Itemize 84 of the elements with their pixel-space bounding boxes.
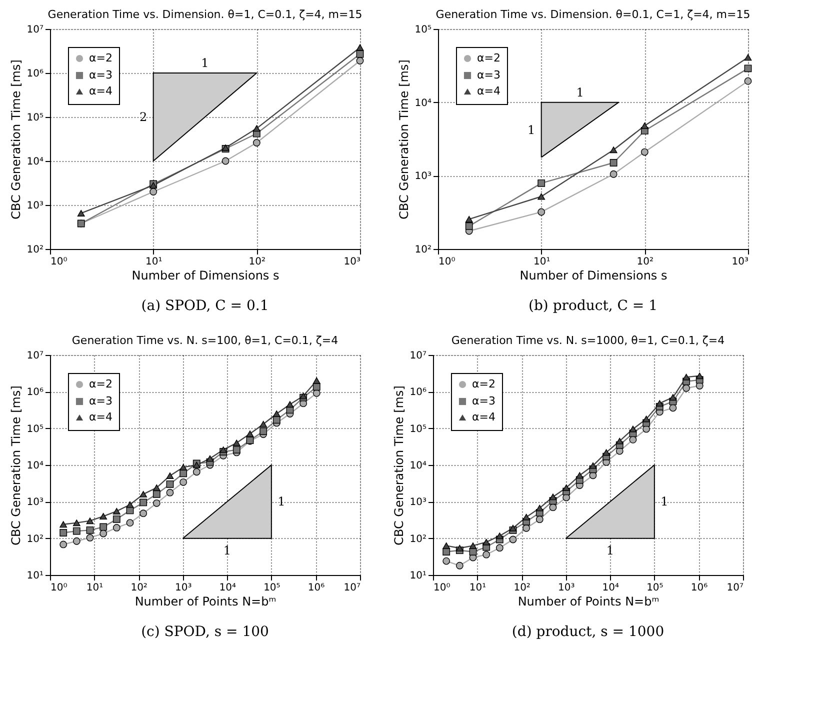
y-axis-title: CBC Generation Time [ms] xyxy=(392,386,406,546)
y-axis-title: CBC Generation Time [ms] xyxy=(8,60,23,220)
y-tick-label: 10⁴ xyxy=(26,460,44,472)
y-tick-label: 10² xyxy=(414,244,432,256)
x-tick-label: 10¹ xyxy=(533,256,550,268)
y-tick-label: 10⁶ xyxy=(26,68,44,80)
x-tick-label: 10⁰ xyxy=(438,256,456,268)
chart-title: Generation Time vs. Dimension. θ=1, C=0.1, ζ=4, m=15 xyxy=(48,8,362,21)
legend-label: α=3 xyxy=(472,394,496,408)
y-tick-label: 10¹ xyxy=(26,570,44,582)
x-tick-label: 10² xyxy=(130,582,148,594)
annotation: 1 xyxy=(606,543,614,558)
y-tick-label: 10⁵ xyxy=(26,424,44,435)
legend-label: α=4 xyxy=(89,410,112,424)
legend-label: α=3 xyxy=(89,68,112,82)
x-tick-label: 10⁷ xyxy=(344,582,360,594)
y-tick-label: 10³ xyxy=(26,200,44,212)
x-tick-label: 10⁷ xyxy=(726,582,744,594)
x-tick-label: 10⁰ xyxy=(50,256,68,268)
y-axis-title: CBC Generation Time [ms] xyxy=(8,386,23,546)
x-tick-label: 10⁶ xyxy=(308,582,325,594)
x-axis-title: Number of Points N=bᵐ xyxy=(518,594,660,608)
legend-label: α=4 xyxy=(472,410,496,424)
x-tick-label: 10⁵ xyxy=(264,582,280,594)
text: (d) product, s = 1000 xyxy=(512,624,664,640)
text: (a) SPOD, C = 0.1 xyxy=(141,298,269,314)
y-tick-label: 10² xyxy=(26,244,44,256)
y-tick-label: 10⁴ xyxy=(414,98,432,109)
y-tick-label: 10⁵ xyxy=(410,424,426,435)
x-tick-label: 10¹ xyxy=(86,582,104,594)
legend-label: α=2 xyxy=(89,378,112,390)
annotation: 1 xyxy=(576,85,584,100)
x-tick-label: 10³ xyxy=(174,582,192,594)
legend-label: α=2 xyxy=(89,52,112,64)
y-tick-label: 10³ xyxy=(26,497,44,508)
y-tick-label: 10⁴ xyxy=(26,156,44,168)
x-tick-label: 10⁵ xyxy=(646,582,664,594)
y-tick-label: 10³ xyxy=(410,497,426,508)
legend-label: α=2 xyxy=(472,378,496,390)
y-tick-label: 10⁷ xyxy=(410,350,426,362)
y-tick-label: 10⁵ xyxy=(26,112,44,124)
chart-title: Generation Time vs. N. s=1000, θ=1, C=0.1, ζ=4 xyxy=(451,334,725,347)
x-tick-label: 10⁰ xyxy=(434,582,450,594)
x-tick-label: 10⁰ xyxy=(50,582,68,594)
y-tick-label: 10⁶ xyxy=(26,387,44,398)
y-tick-label: 10⁵ xyxy=(414,24,432,36)
x-tick-label: 10³ xyxy=(732,256,748,268)
x-tick-label: 10⁴ xyxy=(219,582,236,594)
x-tick-label: 10² xyxy=(514,582,530,594)
y-tick-label: 10² xyxy=(26,534,44,545)
legend-label: α=4 xyxy=(89,84,112,98)
y-tick-label: 10⁴ xyxy=(410,460,426,472)
legend-label: α=3 xyxy=(477,68,500,82)
legend-label: α=4 xyxy=(477,84,500,98)
y-axis-title: CBC Generation Time [ms] xyxy=(396,60,411,220)
x-axis-title: Number of Dimensions s xyxy=(520,268,668,282)
y-tick-label: 10⁶ xyxy=(410,387,426,398)
legend-label: α=3 xyxy=(89,394,112,408)
x-axis-title: Number of Points N=bᵐ xyxy=(134,594,276,608)
y-tick-label: 10⁷ xyxy=(26,24,44,36)
x-tick-label: 10² xyxy=(636,256,654,268)
x-tick-label: 10¹ xyxy=(145,256,162,268)
text: (b) product, C = 1 xyxy=(528,298,658,314)
x-axis-title: Number of Dimensions s xyxy=(132,268,280,282)
legend-label: α=2 xyxy=(477,52,500,64)
x-tick-label: 10³ xyxy=(344,256,360,268)
annotation: 1 xyxy=(201,56,209,70)
x-tick-label: 10³ xyxy=(558,582,575,594)
y-tick-label: 10³ xyxy=(414,171,432,182)
x-tick-label: 10¹ xyxy=(469,582,486,594)
annotation: 1 xyxy=(223,543,231,558)
y-tick-label: 10² xyxy=(410,534,426,545)
annotation: 1 xyxy=(528,122,536,137)
chart-title: Generation Time vs. Dimension. θ=0.1, C=1, ζ=4, m=15 xyxy=(436,8,750,21)
x-tick-label: 10⁴ xyxy=(602,582,620,594)
annotation: 1 xyxy=(660,494,668,509)
chart-title: Generation Time vs. N. s=100, θ=1, C=0.1, ζ=4 xyxy=(72,334,338,347)
text: (c) SPOD, s = 100 xyxy=(141,624,269,640)
x-tick-label: 10⁶ xyxy=(690,582,708,594)
annotation: 1 xyxy=(278,494,286,509)
y-tick-label: 10¹ xyxy=(410,570,426,582)
annotation: 2 xyxy=(140,110,148,124)
y-tick-label: 10⁷ xyxy=(26,350,44,362)
x-tick-label: 10² xyxy=(248,256,266,268)
